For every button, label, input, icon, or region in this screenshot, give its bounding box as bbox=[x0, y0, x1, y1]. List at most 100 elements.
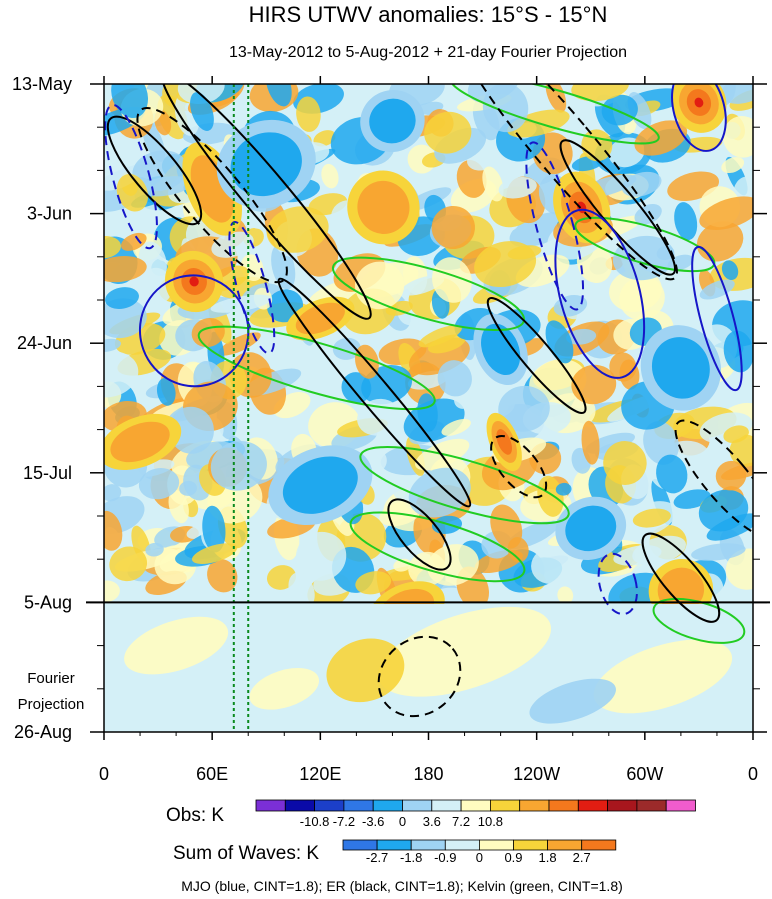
texture-blob bbox=[454, 391, 471, 409]
texture-blob bbox=[218, 332, 261, 356]
colorbar-tick-label: 0.9 bbox=[504, 850, 522, 865]
colorbar-tick-label: 3.6 bbox=[423, 814, 441, 829]
texture-blob bbox=[427, 544, 479, 586]
cool-anomaly-patches bbox=[216, 89, 722, 560]
x-tick-label: 60W bbox=[626, 764, 663, 784]
colorbar-box bbox=[372, 799, 403, 812]
cool-patch bbox=[282, 456, 358, 514]
waves-colorbar: Sum of Waves: K -2.7 -1.8 -0.9 0 0.9 1.8 2.7 bbox=[173, 839, 617, 865]
texture-blob bbox=[104, 580, 120, 602]
colorbar-box bbox=[402, 799, 433, 812]
texture-blob bbox=[355, 571, 392, 595]
texture-blob bbox=[417, 393, 438, 432]
texture-blob bbox=[490, 504, 523, 549]
colorbar-tick-label: 0 bbox=[476, 850, 483, 865]
texture-blob bbox=[498, 385, 550, 432]
texture-blob bbox=[656, 454, 688, 494]
projection-label-line1: Fourier bbox=[27, 670, 75, 687]
er-contour bbox=[160, 84, 372, 320]
texture-blob bbox=[145, 542, 164, 557]
projection-blob bbox=[529, 678, 616, 724]
y-tick-label: 13-May bbox=[12, 74, 72, 94]
colorbar-box bbox=[489, 799, 521, 812]
cool-patch bbox=[369, 98, 416, 144]
texture-blob bbox=[691, 543, 746, 561]
texture-blob bbox=[699, 196, 753, 230]
projection-blob bbox=[124, 616, 229, 675]
texture-blob bbox=[507, 245, 542, 260]
texture-blob bbox=[621, 171, 662, 197]
texture-blob bbox=[441, 418, 471, 436]
texture-blob bbox=[431, 205, 476, 250]
colorbar-box bbox=[547, 839, 583, 851]
warm-patch bbox=[694, 97, 704, 108]
texture-blob bbox=[643, 421, 679, 465]
footer-note: MJO (blue, CINT=1.8); ER (black, CINT=1.… bbox=[181, 878, 623, 894]
texture-blob bbox=[341, 372, 372, 404]
texture-blob bbox=[288, 572, 315, 604]
texture-blob bbox=[168, 406, 214, 454]
texture-blob bbox=[634, 120, 688, 156]
mjo-contour bbox=[104, 103, 158, 250]
er-contour bbox=[490, 434, 548, 499]
texture-blob bbox=[109, 546, 148, 582]
x-tick-label: 0 bbox=[748, 764, 758, 784]
texture-blob bbox=[432, 257, 472, 303]
kelvin-contour bbox=[197, 325, 436, 411]
cool-patch bbox=[481, 323, 521, 376]
colorbar-tick-label: -3.6 bbox=[362, 814, 384, 829]
colorbar-box bbox=[577, 799, 608, 812]
texture-blob bbox=[566, 328, 597, 345]
texture-blob bbox=[723, 425, 749, 444]
projection-blob bbox=[249, 667, 320, 710]
texture-blob bbox=[581, 420, 600, 465]
colorbar-tick-label: -2.7 bbox=[366, 850, 388, 865]
colorbar-box bbox=[548, 799, 579, 812]
colorbar-box bbox=[343, 799, 374, 812]
texture-blob bbox=[555, 482, 572, 496]
colorbar-tick-label: -0.9 bbox=[434, 850, 456, 865]
mjo-contour bbox=[554, 208, 646, 379]
texture-blob bbox=[531, 547, 571, 584]
er-contour bbox=[674, 419, 753, 539]
texture-blob bbox=[179, 480, 197, 496]
er-contour bbox=[377, 635, 462, 718]
colorbar-box bbox=[444, 839, 480, 851]
colorbar-box bbox=[581, 839, 617, 851]
x-tick-label: 180 bbox=[413, 764, 443, 784]
colorbar-tick-label: 10.8 bbox=[478, 814, 503, 829]
texture-blob bbox=[424, 111, 472, 154]
y-tick-label: 3-Jun bbox=[27, 204, 72, 224]
texture-blob bbox=[715, 460, 747, 491]
texture-blob bbox=[156, 377, 176, 406]
kelvin-contour bbox=[349, 511, 526, 583]
colorbar-box bbox=[410, 839, 446, 851]
texture-blob bbox=[609, 269, 662, 312]
warm-patch bbox=[189, 276, 199, 287]
projection-label-line2: Projection bbox=[18, 696, 85, 713]
texture-blob bbox=[601, 94, 638, 126]
warm-anomaly-patches bbox=[104, 84, 727, 604]
colorbar-tick-label: 0 bbox=[399, 814, 406, 829]
warm-patch bbox=[110, 421, 170, 463]
colorbar-box bbox=[607, 799, 638, 812]
er-contour bbox=[486, 297, 587, 415]
y-tick-label: 15-Jul bbox=[23, 463, 72, 483]
texture-blob bbox=[111, 84, 149, 119]
texture-blob bbox=[537, 475, 564, 517]
colorbar-tick-label: 2.7 bbox=[573, 850, 591, 865]
texture-blob bbox=[104, 338, 121, 353]
mjo-contour bbox=[671, 84, 727, 152]
mjo-contours bbox=[104, 84, 743, 616]
projection-blob bbox=[378, 606, 552, 697]
colorbar-box bbox=[342, 839, 378, 851]
texture-blob bbox=[408, 467, 471, 518]
colorbar-box bbox=[284, 799, 315, 812]
texture-blob bbox=[696, 221, 744, 262]
texture-blob bbox=[168, 489, 189, 524]
texture-blob bbox=[699, 279, 735, 300]
waves-legend-label: Sum of Waves: K bbox=[173, 843, 319, 864]
texture-blob bbox=[295, 531, 347, 581]
mjo-contour bbox=[138, 274, 250, 388]
x-tick-label: 120E bbox=[299, 764, 341, 784]
